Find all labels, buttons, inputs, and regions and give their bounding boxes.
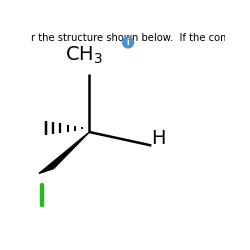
Text: r the structure shown below.  If the compound has c: r the structure shown below. If the comp… — [31, 33, 250, 43]
Text: CH$_3$: CH$_3$ — [65, 44, 103, 66]
Polygon shape — [39, 132, 90, 173]
Circle shape — [123, 37, 134, 48]
Text: i: i — [127, 38, 130, 47]
Text: H: H — [152, 129, 166, 148]
